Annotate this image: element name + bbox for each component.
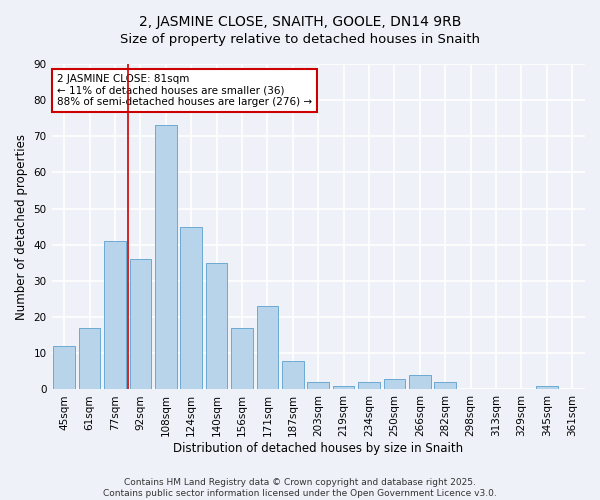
Y-axis label: Number of detached properties: Number of detached properties: [15, 134, 28, 320]
Text: Size of property relative to detached houses in Snaith: Size of property relative to detached ho…: [120, 32, 480, 46]
Text: 2, JASMINE CLOSE, SNAITH, GOOLE, DN14 9RB: 2, JASMINE CLOSE, SNAITH, GOOLE, DN14 9R…: [139, 15, 461, 29]
Bar: [409, 375, 431, 390]
Bar: [104, 241, 126, 390]
Text: 2 JASMINE CLOSE: 81sqm
← 11% of detached houses are smaller (36)
88% of semi-det: 2 JASMINE CLOSE: 81sqm ← 11% of detached…: [57, 74, 312, 107]
Bar: [181, 226, 202, 390]
Bar: [155, 126, 176, 390]
Bar: [231, 328, 253, 390]
Bar: [257, 306, 278, 390]
Bar: [79, 328, 100, 390]
Bar: [206, 263, 227, 390]
Bar: [383, 378, 405, 390]
Bar: [536, 386, 557, 390]
Bar: [53, 346, 75, 390]
Bar: [130, 260, 151, 390]
X-axis label: Distribution of detached houses by size in Snaith: Distribution of detached houses by size …: [173, 442, 463, 455]
Text: Contains HM Land Registry data © Crown copyright and database right 2025.
Contai: Contains HM Land Registry data © Crown c…: [103, 478, 497, 498]
Bar: [333, 386, 355, 390]
Bar: [434, 382, 456, 390]
Bar: [307, 382, 329, 390]
Bar: [282, 360, 304, 390]
Bar: [358, 382, 380, 390]
